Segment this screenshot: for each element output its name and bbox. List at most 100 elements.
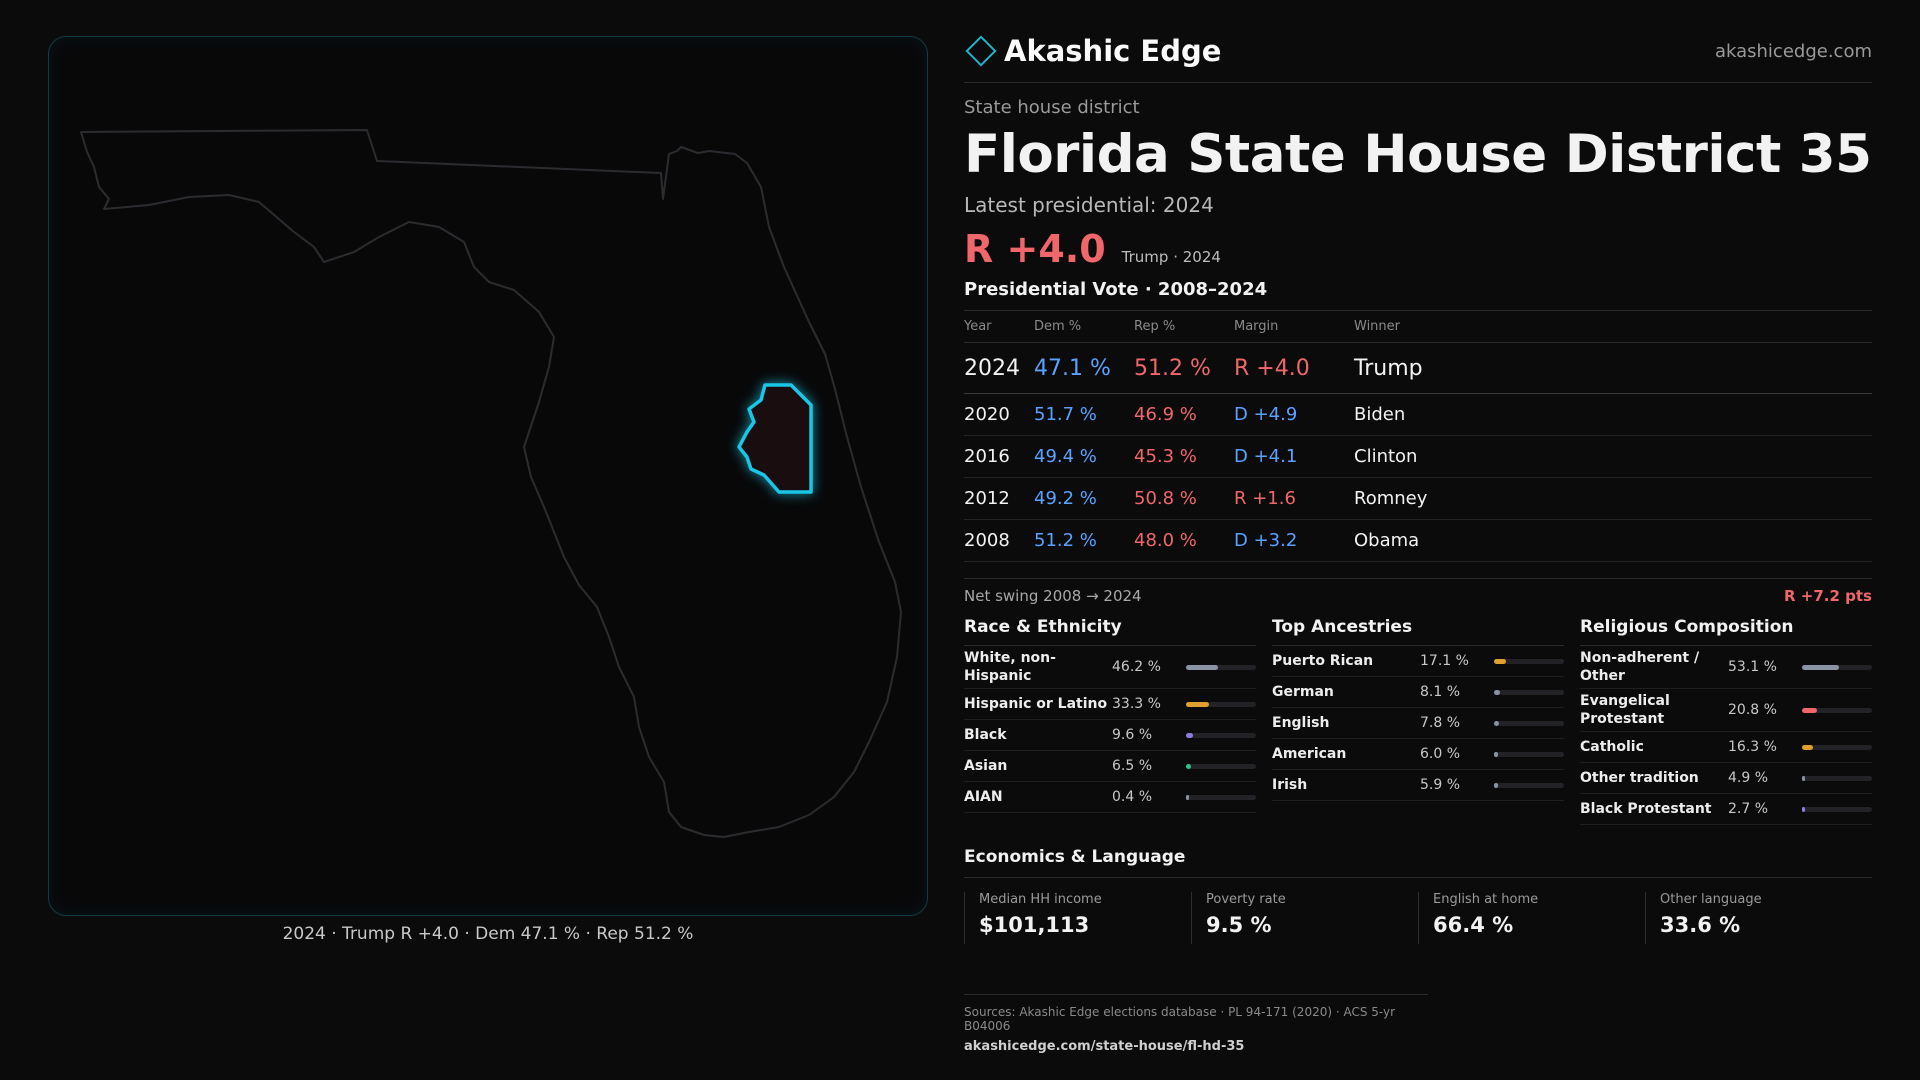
item-percent: 8.1 % (1420, 684, 1461, 700)
dem-cell: 51.7 % (1034, 393, 1134, 436)
share-bar (1494, 658, 1564, 664)
florida-state-outline (80, 129, 902, 838)
share-bar (1494, 782, 1564, 788)
item-percent: 33.3 % (1112, 696, 1161, 712)
econ-value: $101,113 (979, 913, 1090, 937)
item-percent: 7.8 % (1420, 715, 1461, 731)
net-swing-value: R +7.2 pts (1784, 587, 1872, 605)
rep-cell: 50.8 % (1134, 477, 1234, 520)
share-bar-fill (1186, 701, 1210, 707)
brand-header: Akashic Edge akashicedge.com (964, 30, 1872, 83)
item-percent: 6.5 % (1112, 758, 1153, 774)
item-label: Puerto Rican (1272, 653, 1374, 669)
item-percent: 0.4 % (1112, 789, 1153, 805)
share-bar (1802, 744, 1872, 750)
section-title: Top Ancestries (1272, 617, 1564, 646)
table-row: 2012 49.2 % 50.8 % R +1.6 Romney (964, 477, 1872, 520)
econ-label: Other language (1660, 892, 1762, 907)
share-bar (1186, 763, 1256, 769)
map-caption: 2024 · Trump R +4.0 · Dem 47.1 % · Rep 5… (282, 924, 694, 944)
list-item: Non-adherent / Other 53.1 % (1580, 646, 1872, 689)
list-item: Hispanic or Latino 33.3 % (964, 689, 1256, 720)
dem-cell: 47.1 % (1034, 342, 1134, 394)
econ-stat: Median HH income $101,113 (964, 892, 1191, 944)
share-bar-fill (1802, 744, 1814, 750)
list-item: Other tradition 4.9 % (1580, 763, 1872, 794)
item-percent: 53.1 % (1728, 659, 1777, 675)
share-bar-fill (1186, 794, 1189, 800)
item-label: Black Protestant (1580, 801, 1712, 817)
section-title: Race & Ethnicity (964, 617, 1256, 646)
econ-label: Median HH income (979, 892, 1102, 907)
list-item: Asian 6.5 % (964, 751, 1256, 782)
page-title: Florida State House District 35 (964, 124, 1872, 185)
item-percent: 6.0 % (1420, 746, 1461, 762)
demographics-grid: Race & Ethnicity White, non-Hispanic 46.2… (964, 617, 1872, 825)
rep-cell: 51.2 % (1134, 342, 1234, 394)
headline-margin: R +4.0 (964, 227, 1106, 271)
list-item: Evangelical Protestant 20.8 % (1580, 689, 1872, 732)
margin-cell: D +4.9 (1234, 393, 1354, 436)
item-percent: 2.7 % (1728, 801, 1769, 817)
religious-composition-section: Religious Composition Non-adherent / Oth… (1580, 617, 1872, 825)
econ-stat: Poverty rate 9.5 % (1191, 892, 1418, 944)
econ-value: 9.5 % (1206, 913, 1272, 937)
item-label: Hispanic or Latino (964, 696, 1108, 712)
item-label: AIAN (964, 789, 1003, 805)
brand-url-link[interactable]: akashicedge.com (1714, 40, 1872, 62)
share-bar-fill (1494, 689, 1500, 695)
share-bar-fill (1802, 664, 1840, 670)
item-percent: 9.6 % (1112, 727, 1153, 743)
share-bar (1494, 751, 1564, 757)
item-label: Asian (964, 758, 1008, 774)
item-label: Black (964, 727, 1007, 743)
presidential-vote-table: Year Dem % Rep % Margin Winner 2024 47.1… (964, 311, 1872, 562)
map-panel[interactable] (48, 36, 928, 916)
dem-cell: 49.2 % (1034, 477, 1134, 520)
dem-cell: 49.4 % (1034, 435, 1134, 478)
table-row: 2008 51.2 % 48.0 % D +3.2 Obama (964, 519, 1872, 562)
item-label: American (1272, 746, 1347, 762)
table-row: 2016 49.4 % 45.3 % D +4.1 Clinton (964, 435, 1872, 478)
year-cell: 2024 (964, 342, 1034, 394)
col-year: Year (964, 311, 1034, 343)
winner-cell: Clinton (1354, 435, 1872, 478)
section-title: Religious Composition (1580, 617, 1872, 646)
item-label: Catholic (1580, 739, 1644, 755)
econ-stat: Other language 33.6 % (1645, 892, 1872, 944)
table-row: 2024 47.1 % 51.2 % R +4.0 Trump (964, 342, 1872, 394)
top-ancestries-section: Top Ancestries Puerto Rican 17.1 % German 8… (1272, 617, 1564, 825)
winner-cell: Obama (1354, 519, 1872, 562)
district-35-shape[interactable] (737, 383, 813, 494)
share-bar-fill (1494, 658, 1506, 664)
margin-cell: D +3.2 (1234, 519, 1354, 562)
item-label: Other tradition (1580, 770, 1699, 786)
rep-cell: 46.9 % (1134, 393, 1234, 436)
share-bar (1186, 664, 1256, 670)
item-percent: 17.1 % (1420, 653, 1469, 669)
share-bar (1802, 806, 1872, 812)
winner-cell: Romney (1354, 477, 1872, 520)
source-url-link[interactable]: akashicedge.com/state-house/fl-hd-35 (964, 1039, 1245, 1054)
econ-stat: English at home 66.4 % (1418, 892, 1645, 944)
share-bar-fill (1186, 732, 1193, 738)
table-row: 2020 51.7 % 46.9 % D +4.9 Biden (964, 393, 1872, 436)
year-cell: 2016 (964, 435, 1034, 478)
table-header-row: Year Dem % Rep % Margin Winner (964, 311, 1872, 343)
share-bar (1186, 701, 1256, 707)
col-winner: Winner (1354, 311, 1872, 343)
item-percent: 5.9 % (1420, 777, 1461, 793)
share-bar-fill (1802, 707, 1817, 713)
list-item: White, non-Hispanic 46.2 % (964, 646, 1256, 689)
item-percent: 16.3 % (1728, 739, 1777, 755)
econ-value: 66.4 % (1433, 913, 1514, 937)
brand-name: Akashic Edge (1004, 34, 1222, 68)
florida-map (80, 129, 902, 838)
info-panel: Akashic Edge akashicedge.com State house… (964, 30, 1872, 944)
rep-cell: 48.0 % (1134, 519, 1234, 562)
economics-grid: Median HH income $101,113 Poverty rate 9… (964, 892, 1872, 944)
rep-cell: 45.3 % (1134, 435, 1234, 478)
presidential-vote-title: Presidential Vote · 2008–2024 (964, 279, 1872, 311)
race-ethnicity-section: Race & Ethnicity White, non-Hispanic 46.2… (964, 617, 1256, 825)
item-label: Non-adherent / Other (1580, 650, 1700, 684)
